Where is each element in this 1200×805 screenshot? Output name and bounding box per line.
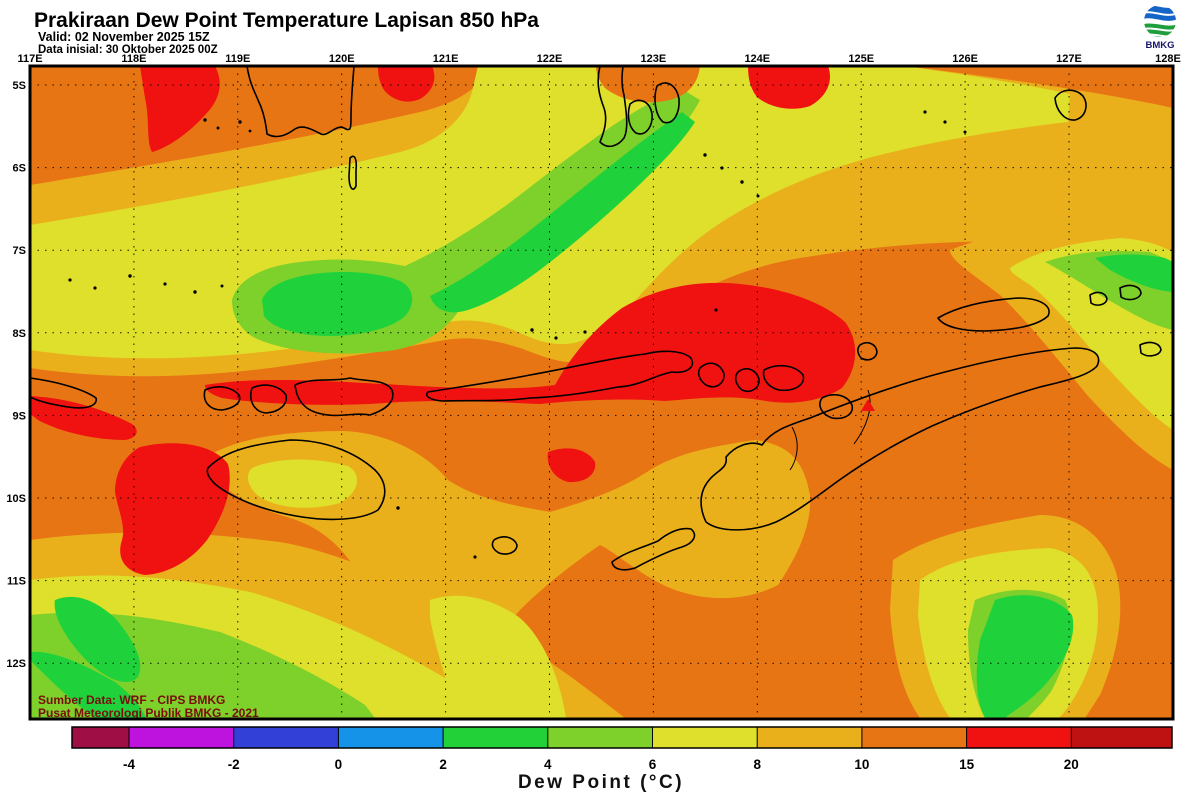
coastline-selayar: [348, 155, 358, 190]
colorbar-tick: 0: [335, 757, 343, 772]
colorbar-segment: [547, 727, 653, 748]
contour-green-bottomleft-streak1: [54, 596, 141, 683]
coastline-java-tip: [30, 377, 97, 409]
coastline-pantar: [734, 367, 760, 393]
coastline-bali: [203, 386, 241, 411]
contour-red-southwest-sumba: [115, 443, 230, 575]
contour-green-right-edge: [1095, 254, 1173, 292]
colorbar-segment: [338, 727, 444, 748]
colorbar-segment: [652, 727, 758, 748]
coastline-lombok: [250, 384, 288, 414]
contour-yellow-sumba-patch: [247, 459, 358, 508]
contour-green-bottomright-core: [976, 595, 1074, 718]
coastline-leti-islets: [1089, 284, 1162, 357]
lon-label: 122E: [537, 53, 563, 65]
source-data-label: Sumber Data: WRF - CIPS BMKG: [38, 693, 225, 707]
lat-label: 12S: [6, 658, 26, 670]
init-time-label: Data inisial: 30 Oktober 2025 00Z: [38, 44, 218, 56]
colorbar-frame: [71, 726, 1173, 749]
bmkg-logo-icon: BMKG: [1144, 5, 1176, 51]
contour-green-core-west: [262, 272, 413, 336]
coastline-savu: [491, 536, 518, 555]
latitude-axis: 5S 6S 7S 8S 9S 10S 11S 12S: [6, 80, 26, 670]
contour-red-west-coast: [30, 396, 137, 440]
colorbar-tick: 6: [649, 757, 657, 772]
colorbar-segment: [129, 727, 234, 748]
colorbar-tick: 15: [959, 757, 975, 772]
page-title: Prakiraan Dew Point Temperature Lapisan …: [34, 9, 539, 32]
contour-red-top-120e: [378, 66, 435, 102]
coastline-lembata: [697, 362, 725, 388]
lat-label: 6S: [13, 163, 26, 175]
lon-label: 118E: [121, 53, 146, 65]
coastline-wetar: [937, 297, 1050, 332]
coastline-sumbawa: [294, 377, 394, 417]
lat-label: 11S: [7, 576, 26, 588]
colorbar-segment: [757, 727, 862, 748]
coastline-flores: [426, 350, 694, 402]
contour-red-flores-band: [205, 282, 856, 405]
coastline-se-sulawesi: [597, 66, 628, 148]
coastline-buru: [1054, 89, 1087, 121]
lat-label: 10S: [6, 493, 26, 505]
lon-label: 124E: [744, 53, 770, 65]
lat-label: 5S: [13, 80, 26, 92]
lon-label: 126E: [952, 53, 978, 65]
coastline-sumba: [206, 439, 386, 521]
colorbar-segment: [966, 727, 1072, 748]
longitude-axis: 117E 118E 119E 120E 121E 122E 123E 124E …: [17, 53, 1180, 65]
colorbar-tick: 4: [544, 757, 552, 772]
lat-label: 8S: [13, 328, 26, 340]
contour-red-top-west-streak: [140, 66, 220, 152]
lon-label: 127E: [1056, 53, 1082, 65]
colorbar-tick: 20: [1064, 757, 1079, 772]
graticule-grid: [30, 66, 1173, 719]
lon-label: 119E: [225, 53, 250, 65]
contour-red-top-124e: [748, 66, 830, 109]
logo-label: BMKG: [1145, 40, 1174, 51]
colorbar-legend: -4 -2 0 2 4 6 8 10 15 20 Dew Point (°C): [71, 726, 1173, 793]
lat-label: 9S: [13, 410, 26, 422]
lat-label: 7S: [13, 245, 26, 257]
colorbar-segment: [443, 727, 548, 748]
contour-green-band-northeast: [430, 112, 695, 313]
colorbar-tick: 10: [854, 757, 869, 772]
coastline-buton: [654, 82, 680, 124]
contour-green-bottomleft-streak2: [30, 651, 146, 718]
coastline-south-sulawesi: [246, 66, 355, 138]
lon-label: 123E: [641, 53, 667, 65]
valid-time-label: Valid: 02 November 2025 15Z: [38, 30, 210, 44]
colorbar-segment: [72, 727, 129, 748]
colorbar-segment: [1071, 727, 1172, 748]
colorbar-segment: [861, 727, 967, 748]
coastline-muna: [627, 99, 653, 135]
lon-label: 125E: [848, 53, 874, 65]
colorbar-tick: 8: [753, 757, 761, 772]
coastline-timor: [700, 347, 1100, 531]
lon-label: 117E: [17, 53, 42, 65]
map-frame: [28, 64, 1175, 721]
colorbar-title: Dew Point (°C): [518, 772, 684, 793]
colorbar-segment: [233, 727, 339, 748]
colorbar-tick: 2: [439, 757, 447, 772]
islet-dots: [68, 110, 967, 559]
coastline-atauro: [857, 342, 878, 361]
colorbar-tick: -4: [123, 757, 135, 772]
contour-gold-sumba-savu: [205, 431, 811, 718]
colorbar-tick: -2: [228, 757, 240, 772]
lon-label: 121E: [433, 53, 459, 65]
coastline-rote: [611, 527, 696, 571]
coastline-alor: [762, 364, 805, 392]
source-org-label: Pusat Meteorologi Publik BMKG - 2021: [38, 706, 259, 720]
lon-label: 128E: [1155, 53, 1181, 65]
border-timor-leste: [789, 389, 871, 471]
volcano-marker-icon: [861, 399, 875, 411]
lon-label: 120E: [329, 53, 355, 65]
contour-yellow-south-tongue: [430, 595, 566, 718]
contour-red-savu-spot: [547, 448, 596, 483]
